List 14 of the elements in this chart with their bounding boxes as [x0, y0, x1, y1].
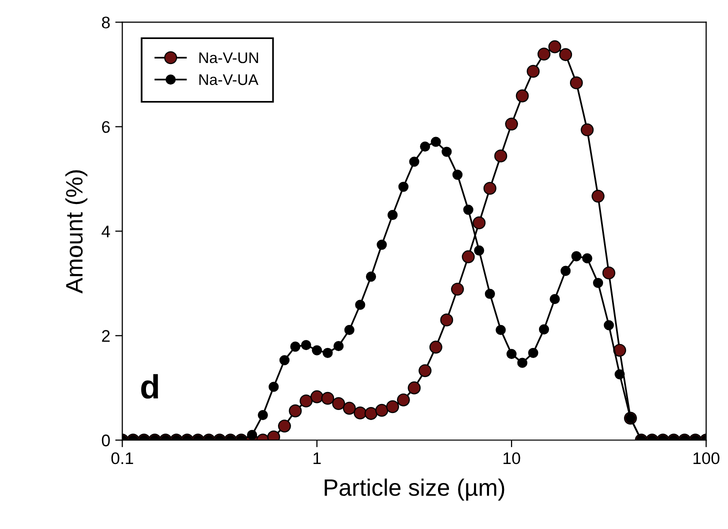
legend-label: Na-V-UN — [199, 52, 258, 64]
y-tick-label: 4 — [102, 226, 110, 238]
x-tick-label: 100 — [694, 452, 720, 464]
y-tick-label: 0 — [102, 434, 110, 446]
y-tick-label: 6 — [102, 121, 110, 133]
x-tick-label: 10 — [504, 452, 520, 464]
x-tick-label: 1 — [314, 452, 321, 464]
x-axis-title: Particle size (µm) — [324, 478, 504, 501]
annotation: d — [141, 374, 158, 399]
y-axis-title: Amount (%) — [65, 170, 88, 294]
y-tick-label: 8 — [102, 16, 110, 28]
y-tick-label: 2 — [102, 330, 110, 342]
legend-label: Na-V-UA — [199, 74, 258, 86]
x-tick-label: 0.1 — [111, 452, 134, 464]
